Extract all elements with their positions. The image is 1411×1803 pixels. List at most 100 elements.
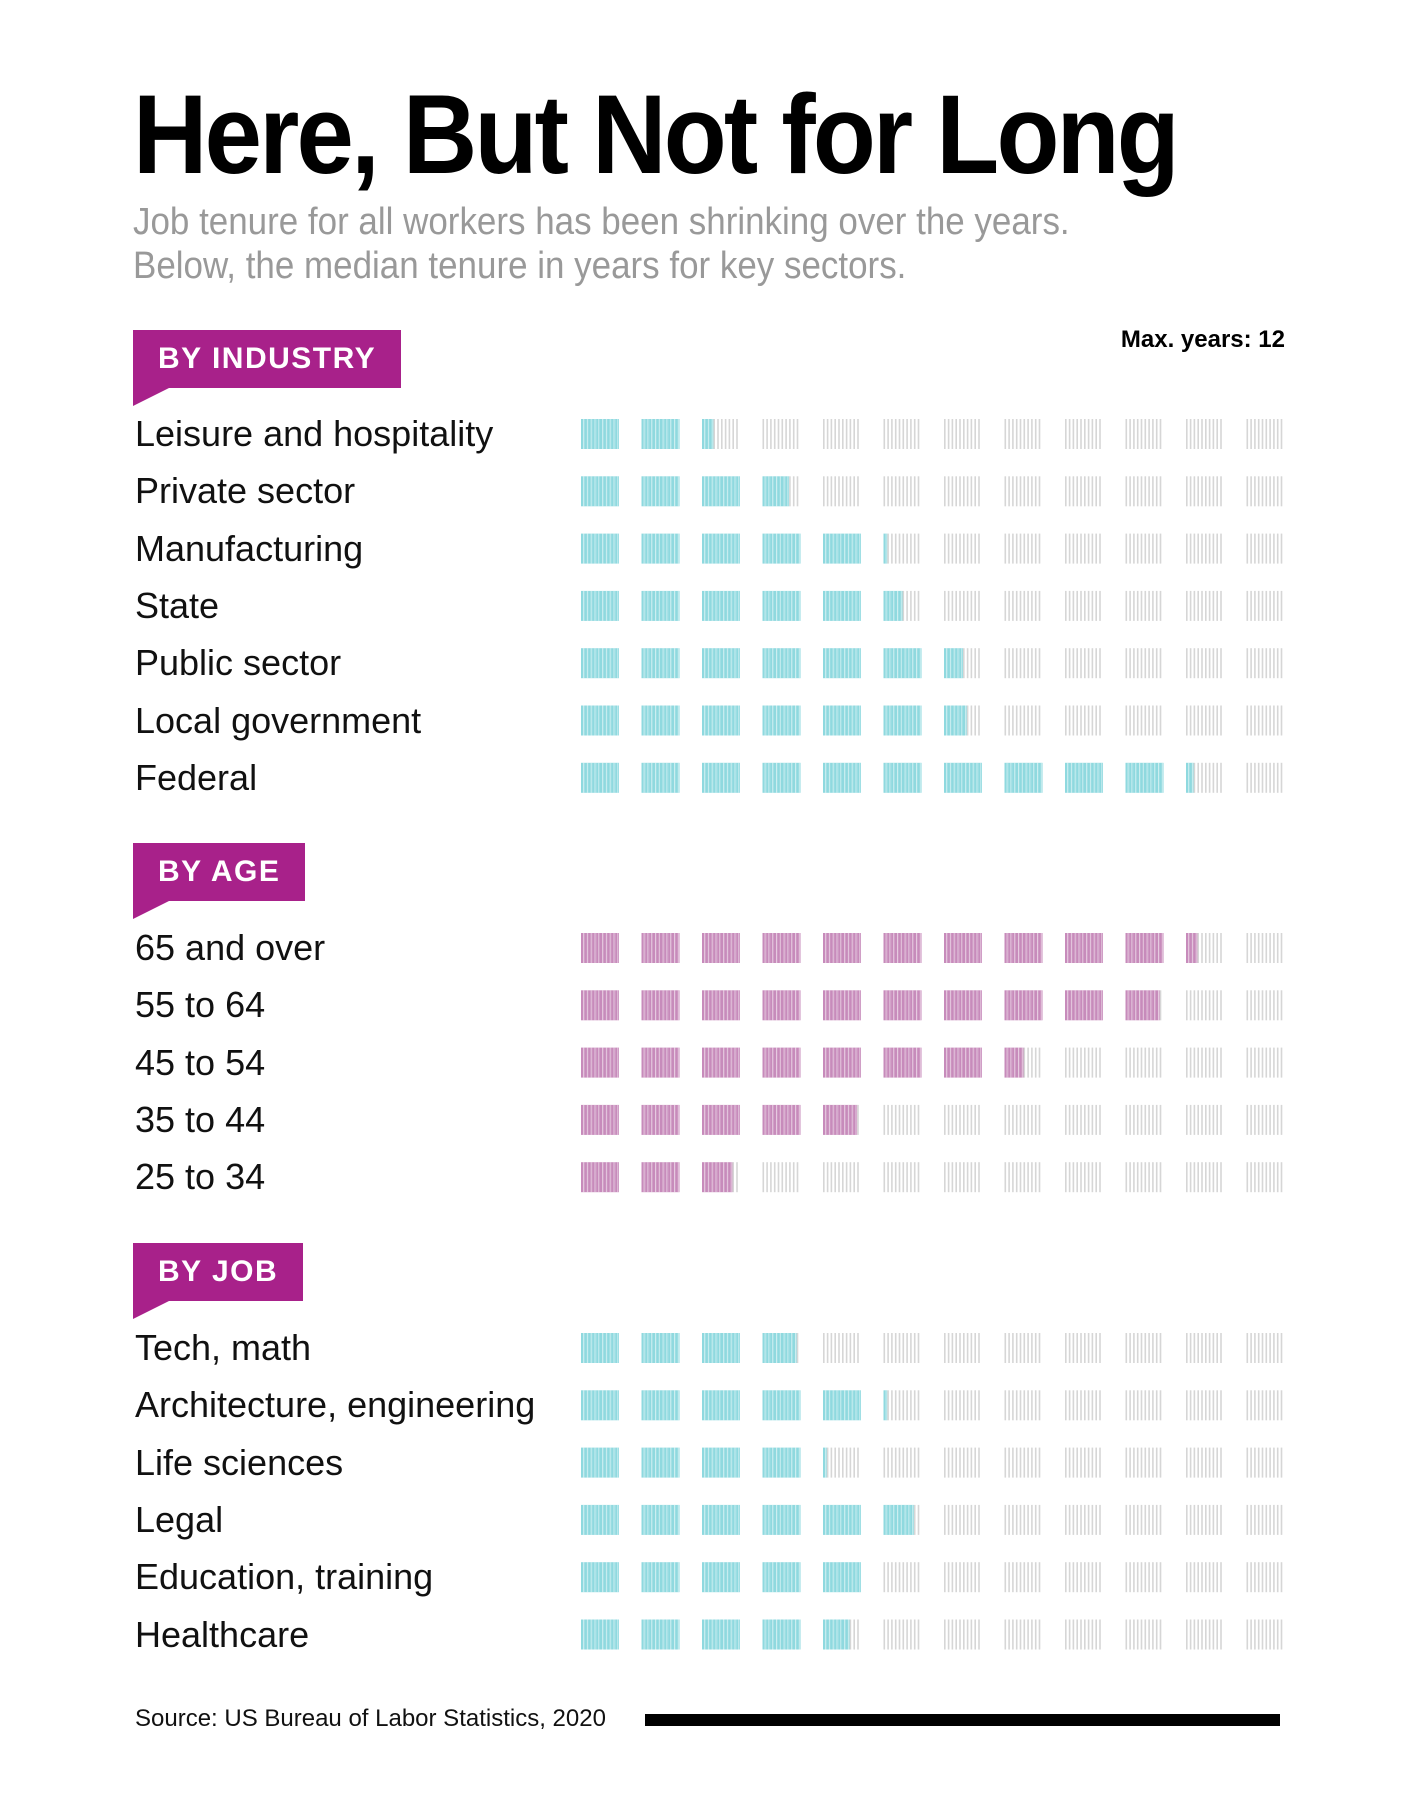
stripe-gap bbox=[908, 1504, 910, 1535]
stripe-gap bbox=[738, 1333, 740, 1363]
empty-stripe bbox=[883, 1333, 886, 1363]
empty-stripe bbox=[898, 1562, 901, 1593]
empty-stripe bbox=[1280, 933, 1283, 963]
stripe-gap bbox=[1010, 762, 1012, 793]
filled-stripe bbox=[668, 762, 672, 793]
filled-stripe bbox=[781, 648, 786, 679]
stripe-gap bbox=[647, 1047, 649, 1078]
category-label: 45 to 54 bbox=[135, 1041, 266, 1083]
filled-stripe bbox=[581, 476, 585, 507]
filled-stripe bbox=[906, 1504, 911, 1535]
stripe-gap bbox=[666, 1390, 668, 1421]
stripe-gap bbox=[673, 419, 675, 449]
filled-stripe bbox=[592, 419, 597, 449]
stripe-gap bbox=[828, 1390, 830, 1421]
year-block bbox=[1065, 762, 1103, 793]
stripe-gap bbox=[904, 762, 906, 793]
stripe-gap bbox=[670, 990, 672, 1021]
empty-stripe bbox=[883, 1447, 886, 1478]
stripe-gap bbox=[613, 933, 615, 963]
filled-stripe bbox=[615, 705, 619, 736]
filled-stripe bbox=[713, 476, 718, 507]
stripe-gap bbox=[775, 533, 777, 564]
stripe-gap bbox=[673, 990, 675, 1021]
empty-stripe bbox=[883, 476, 886, 507]
stripe-gap bbox=[896, 705, 898, 736]
empty-stripe bbox=[1212, 705, 1215, 736]
stripe-gap bbox=[949, 705, 951, 736]
stripe-gap bbox=[783, 933, 785, 963]
filled-stripe bbox=[596, 533, 600, 564]
stripe-gap bbox=[1154, 990, 1156, 1021]
year-block bbox=[1125, 1104, 1162, 1135]
empty-stripe bbox=[1208, 762, 1211, 793]
filled-stripe bbox=[728, 933, 733, 963]
empty-stripe bbox=[1220, 419, 1222, 449]
stripe-gap bbox=[734, 648, 736, 679]
filled-stripe bbox=[849, 990, 854, 1021]
stripe-gap bbox=[832, 533, 834, 564]
empty-stripe bbox=[1193, 1162, 1196, 1193]
stripe-gap bbox=[658, 705, 660, 736]
filled-stripe bbox=[732, 705, 737, 736]
stripe-gap bbox=[598, 933, 600, 963]
filled-stripe bbox=[883, 705, 888, 736]
filled-stripe bbox=[766, 1333, 771, 1363]
empty-stripe bbox=[1269, 1162, 1271, 1193]
filled-stripe bbox=[913, 990, 918, 1021]
empty-stripe bbox=[1205, 1104, 1207, 1135]
filled-stripe bbox=[709, 705, 714, 736]
empty-stripe bbox=[1193, 1390, 1196, 1421]
stripe-gap bbox=[605, 648, 607, 679]
stripe-gap bbox=[972, 933, 974, 963]
filled-stripe bbox=[883, 1390, 888, 1421]
filled-stripe bbox=[607, 590, 612, 621]
filled-stripe bbox=[1140, 990, 1145, 1021]
filled-stripe bbox=[611, 590, 616, 621]
empty-stripe bbox=[1254, 1047, 1256, 1078]
empty-stripe bbox=[1076, 1104, 1078, 1135]
filled-stripe bbox=[600, 933, 604, 963]
stripe-gap bbox=[825, 533, 827, 564]
year-block bbox=[641, 1504, 680, 1535]
filled-stripe bbox=[596, 933, 600, 963]
empty-stripe bbox=[1027, 1162, 1029, 1193]
stripe-gap bbox=[855, 1504, 857, 1535]
filled-stripe bbox=[736, 476, 740, 507]
filled-stripe bbox=[845, 705, 850, 736]
stripe-gap bbox=[980, 933, 982, 963]
empty-stripe bbox=[1004, 1562, 1007, 1593]
stripe-gap bbox=[654, 1447, 656, 1478]
empty-stripe bbox=[1148, 1447, 1150, 1478]
filled-stripe bbox=[732, 1504, 737, 1535]
filled-stripe bbox=[664, 1504, 669, 1535]
stripe-gap bbox=[617, 590, 619, 621]
empty-stripe bbox=[1250, 590, 1252, 621]
empty-stripe bbox=[902, 1162, 905, 1193]
filled-stripe bbox=[773, 1562, 778, 1593]
filled-stripe bbox=[1084, 762, 1088, 793]
filled-stripe bbox=[891, 990, 895, 1021]
stripe-gap bbox=[768, 1504, 770, 1535]
empty-stripe bbox=[1129, 1104, 1131, 1135]
stripe-gap bbox=[711, 990, 713, 1021]
empty-stripe bbox=[1095, 1562, 1097, 1593]
empty-stripe bbox=[1269, 1447, 1271, 1478]
empty-stripe bbox=[1068, 705, 1071, 736]
year-block bbox=[1186, 1562, 1222, 1593]
empty-stripe bbox=[959, 1390, 961, 1421]
filled-stripe bbox=[649, 762, 653, 793]
filled-stripe bbox=[1015, 762, 1020, 793]
empty-stripe bbox=[1159, 476, 1162, 507]
stripe-gap bbox=[851, 705, 853, 736]
empty-stripe bbox=[1220, 1447, 1222, 1478]
filled-stripe bbox=[830, 1047, 835, 1078]
stripe-gap bbox=[855, 648, 857, 679]
filled-stripe bbox=[770, 990, 774, 1021]
filled-stripe bbox=[857, 648, 861, 679]
filled-stripe bbox=[1099, 990, 1103, 1021]
stripe-gap bbox=[670, 1162, 672, 1193]
empty-stripe bbox=[1276, 1333, 1279, 1363]
empty-stripe bbox=[1265, 1333, 1268, 1363]
stripe-gap bbox=[1036, 990, 1038, 1021]
